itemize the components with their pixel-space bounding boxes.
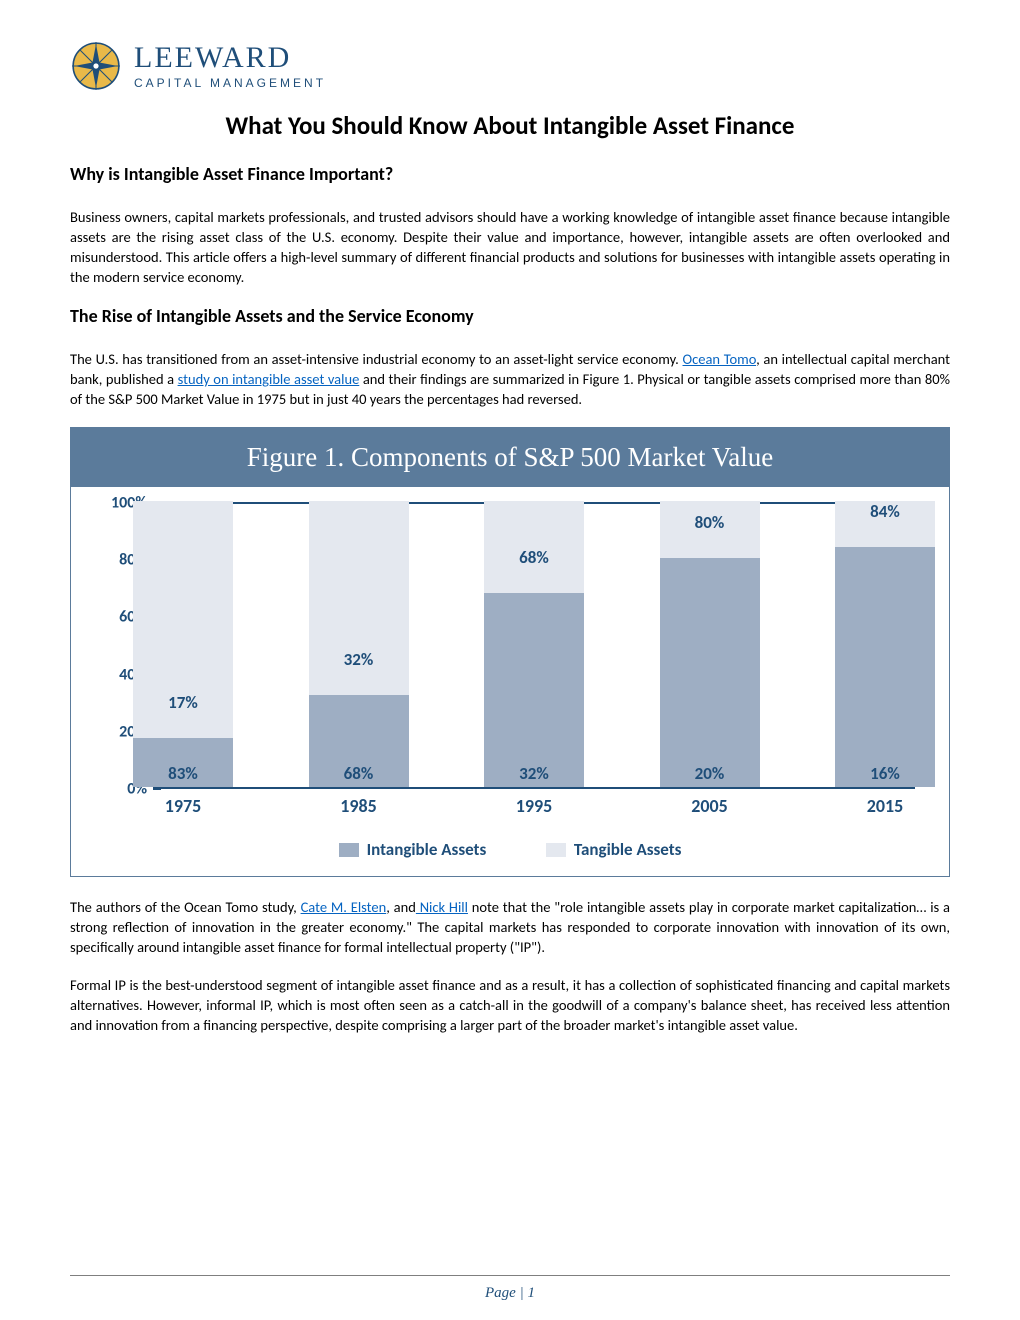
logo-text: LEEWARD CAPITAL MANAGEMENT (134, 43, 326, 89)
link-ocean-tomo[interactable]: Ocean Tomo (683, 350, 757, 368)
compass-icon (70, 40, 122, 92)
bar-label-tangible: 20% (660, 763, 760, 784)
x-tick-label: 2005 (691, 795, 728, 817)
text: , and (386, 898, 416, 916)
bar-label-tangible: 68% (309, 763, 409, 784)
legend-swatch-icon (339, 843, 359, 857)
legend-label: Intangible Assets (367, 839, 487, 860)
heading-why: Why is Intangible Asset Finance Importan… (70, 163, 950, 185)
link-study[interactable]: study on intangible asset value (178, 370, 360, 388)
page-title: What You Should Know About Intangible As… (70, 110, 950, 141)
x-axis-labels: 1975 1985 1995 2005 2015 (153, 795, 915, 819)
paragraph-rise: The U.S. has transitioned from an asset-… (70, 349, 950, 409)
bar-label-tangible: 83% (133, 763, 233, 784)
paragraph-authors: The authors of the Ocean Tomo study, Cat… (70, 897, 950, 957)
logo-name: LEEWARD (134, 43, 326, 73)
bar-label-tangible: 16% (835, 763, 935, 784)
paragraph-why: Business owners, capital markets profess… (70, 207, 950, 287)
paragraph-formal-ip: Formal IP is the best-understood segment… (70, 975, 950, 1035)
legend-label: Tangible Assets (574, 839, 682, 860)
heading-rise: The Rise of Intangible Assets and the Se… (70, 305, 950, 327)
legend-tangible: Tangible Assets (546, 839, 682, 860)
legend-swatch-icon (546, 843, 566, 857)
text: The authors of the Ocean Tomo study, (70, 898, 301, 916)
x-tick-label: 2015 (867, 795, 904, 817)
link-cate-elsten[interactable]: Cate M. Elsten (301, 898, 387, 916)
x-tick-label: 1985 (340, 795, 377, 817)
text: The U.S. has transitioned from an asset-… (70, 350, 683, 368)
bar-intangible (484, 593, 584, 787)
figure-title: Figure 1. Components of S&P 500 Market V… (71, 428, 949, 487)
x-tick-label: 1995 (516, 795, 553, 817)
bar-intangible (660, 558, 760, 787)
legend-intangible: Intangible Assets (339, 839, 487, 860)
logo: LEEWARD CAPITAL MANAGEMENT (70, 40, 950, 92)
bar-label-intangible: 84% (835, 501, 935, 522)
bar-intangible (835, 547, 935, 787)
figure-1: Figure 1. Components of S&P 500 Market V… (70, 427, 950, 877)
bar-label-intangible: 32% (309, 649, 409, 670)
x-tick-label: 1975 (165, 795, 202, 817)
footer-rule (70, 1275, 950, 1276)
bar-label-intangible: 68% (484, 546, 584, 567)
page-number: Page | 1 (0, 1285, 1020, 1302)
bar-label-tangible: 32% (484, 763, 584, 784)
legend: Intangible Assets Tangible Assets (71, 837, 949, 876)
plot-area: 17%83%32%68%68%32%80%20%84%16% (153, 503, 915, 789)
bar-label-intangible: 17% (133, 692, 233, 713)
chart: 0%20%40%60%80%100%17%83%32%68%68%32%80%2… (71, 487, 949, 837)
bar-label-intangible: 80% (660, 512, 760, 533)
link-nick-hill[interactable]: Nick Hill (416, 898, 468, 916)
logo-subtitle: CAPITAL MANAGEMENT (134, 77, 326, 89)
